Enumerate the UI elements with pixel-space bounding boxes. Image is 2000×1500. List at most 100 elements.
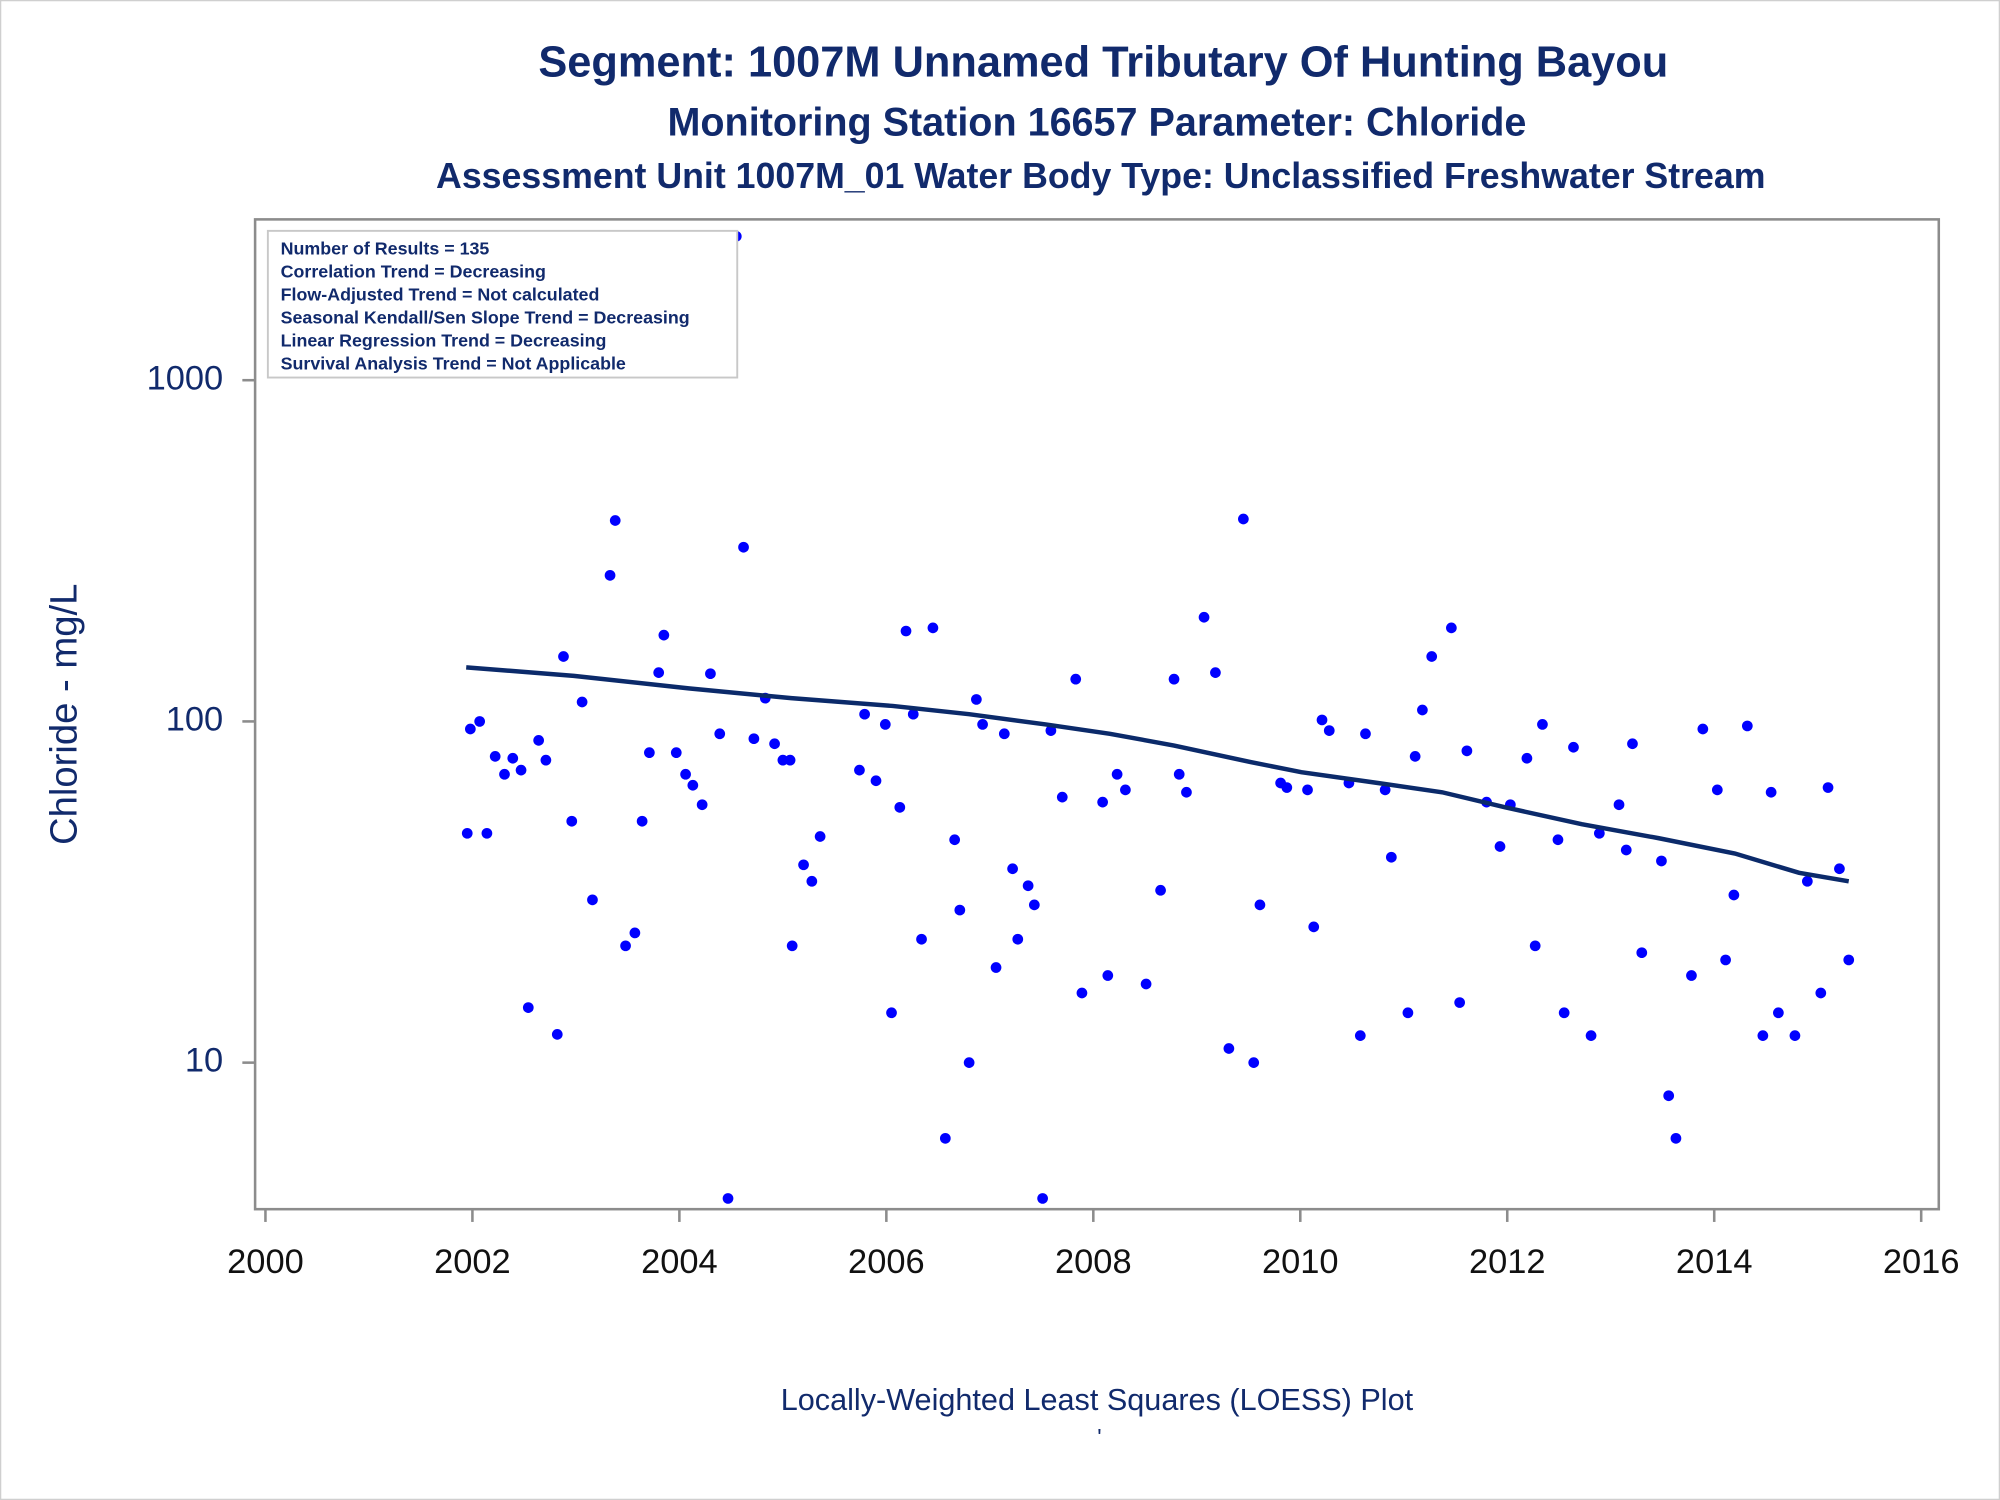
data-point: [1360, 728, 1371, 740]
data-point: [1568, 741, 1579, 753]
data-point: [1028, 899, 1040, 911]
stats-line: Survival Analysis Trend = Not Applicable: [281, 354, 626, 374]
data-point: [609, 515, 621, 526]
data-point: [954, 904, 966, 916]
footnote: ': [1097, 1424, 1101, 1450]
data-point: [1409, 750, 1421, 762]
data-point: [784, 754, 796, 766]
data-point: [1248, 1057, 1260, 1069]
stats-line: Flow-Adjusted Trend = Not calculated: [281, 285, 600, 305]
x-tick-label: 2010: [1262, 1243, 1339, 1281]
data-point: [1757, 1030, 1769, 1041]
data-point: [1076, 987, 1088, 999]
data-point: [1636, 947, 1648, 959]
x-tick-label: 2006: [848, 1243, 925, 1281]
data-point: [1210, 667, 1221, 678]
data-point: [1670, 1132, 1682, 1144]
data-point: [1056, 791, 1068, 803]
data-point: [900, 625, 912, 637]
data-point: [949, 834, 961, 846]
data-point: [748, 733, 760, 745]
data-point: [1815, 987, 1827, 999]
data-point: [1198, 611, 1210, 623]
data-point: [687, 779, 699, 791]
y-tick-label: 1000: [147, 359, 224, 397]
plot-frame: [253, 218, 1941, 1211]
data-point: [1720, 954, 1731, 966]
data-point: [1446, 622, 1457, 634]
data-point: [1238, 513, 1249, 525]
data-point: [1789, 1030, 1801, 1041]
data-point: [907, 708, 919, 720]
data-point: [558, 651, 569, 662]
data-point: [1593, 827, 1605, 839]
data-point: [1111, 768, 1123, 780]
data-point: [1417, 704, 1428, 716]
chart-subtitle: Assessment Unit 1007M_01 Water Body Type…: [436, 156, 1765, 196]
data-point: [705, 668, 716, 680]
data-point: [1801, 875, 1813, 887]
data-point: [977, 719, 988, 730]
data-point: [540, 754, 552, 766]
data-point: [481, 827, 493, 839]
data-point: [1155, 884, 1166, 896]
data-point: [1120, 784, 1131, 796]
chart-title: Segment: 1007M Unnamed Tributary Of Hunt…: [538, 39, 1668, 87]
chart-subtitle: Monitoring Station 16657 Parameter: Chlo…: [667, 100, 1526, 144]
data-point: [1097, 796, 1108, 808]
data-point: [461, 827, 473, 839]
data-point: [566, 815, 578, 827]
data-point: [1426, 651, 1438, 662]
data-point: [670, 747, 682, 759]
data-point: [1461, 745, 1473, 757]
data-point: [1302, 784, 1313, 796]
data-point: [1140, 978, 1152, 990]
data-point: [1558, 1007, 1570, 1019]
data-point: [1529, 940, 1541, 952]
y-axis-label: Chloride - mg/L: [42, 584, 85, 845]
data-point: [1181, 786, 1192, 798]
data-point: [522, 1002, 534, 1013]
data-point: [1537, 719, 1548, 730]
data-point: [894, 801, 906, 813]
x-tick-label: 2012: [1469, 1243, 1546, 1281]
loess-line: [466, 665, 1850, 884]
data-point: [1045, 725, 1057, 736]
data-point: [814, 831, 826, 842]
data-point: [551, 1029, 563, 1040]
data-point: [1102, 970, 1114, 981]
data-point: [533, 735, 545, 746]
stats-line: Linear Regression Trend = Decreasing: [281, 331, 607, 351]
data-point: [1711, 784, 1723, 796]
data-point: [658, 629, 670, 641]
data-point: [859, 708, 870, 720]
data-point: [507, 752, 519, 764]
data-point: [576, 696, 588, 708]
data-point: [653, 667, 665, 678]
data-point: [1316, 714, 1328, 726]
data-point: [644, 747, 655, 759]
data-point: [870, 775, 882, 787]
data-point: [738, 541, 749, 553]
data-point: [1037, 1193, 1048, 1204]
data-point: [1402, 1007, 1414, 1019]
data-point: [474, 716, 486, 727]
data-point: [806, 875, 818, 887]
data-point: [1834, 863, 1845, 875]
data-point: [1022, 880, 1034, 892]
stats-line: Number of Results = 135: [281, 239, 490, 259]
data-point: [1354, 1030, 1366, 1041]
data-point: [1070, 673, 1082, 685]
x-tick-label: 2008: [1055, 1243, 1132, 1281]
data-point: [1168, 673, 1180, 685]
data-point: [636, 815, 648, 827]
x-tick-label: 2000: [227, 1243, 304, 1281]
data-point: [1521, 752, 1533, 764]
data-point: [998, 728, 1010, 740]
data-point: [714, 728, 726, 740]
data-point: [1728, 889, 1740, 901]
data-point: [499, 768, 510, 780]
x-tick-label: 2014: [1676, 1243, 1753, 1281]
